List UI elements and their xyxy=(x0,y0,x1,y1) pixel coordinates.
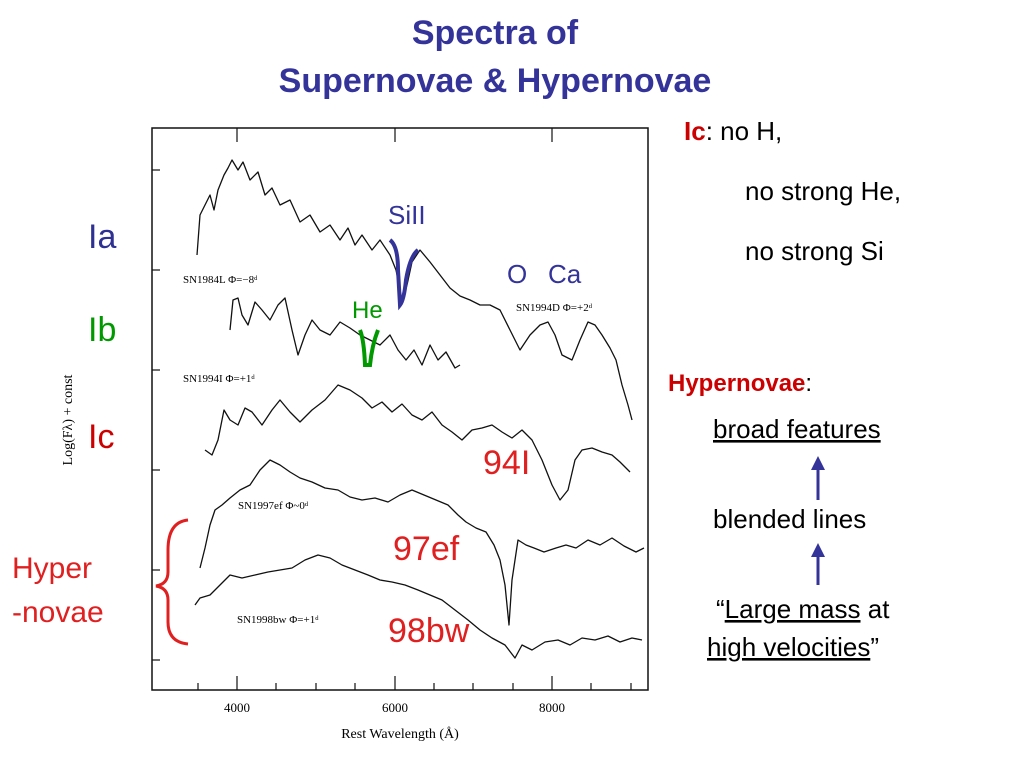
note-text: broad features xyxy=(713,414,881,444)
line-label: O xyxy=(507,259,527,289)
note: “Large mass at xyxy=(716,594,890,624)
line-label: SiII xyxy=(388,200,426,230)
spectrum-label: SN1994D Φ=+2ᵈ xyxy=(516,302,593,314)
spectrum-label: SN1994I Φ=+1ᵈ xyxy=(183,373,255,385)
note-text: blended lines xyxy=(713,504,866,534)
note: Ic: no H, xyxy=(684,116,782,146)
object-label: 98bw xyxy=(388,612,470,650)
spectrum xyxy=(194,554,643,659)
hyper-label: Hyper xyxy=(12,552,92,585)
note-text: ” xyxy=(870,632,879,662)
spectrum-label: SN1998bw Φ=+1ᵈ xyxy=(237,614,319,626)
spectrum-label: SN1997ef Φ~0ᵈ xyxy=(238,500,309,512)
note-text: no strong Si xyxy=(745,236,884,266)
ticks xyxy=(152,128,632,690)
line-marker xyxy=(388,238,420,311)
type-label: Ic xyxy=(88,418,114,456)
line-label: He xyxy=(352,297,383,324)
note-text: : no H, xyxy=(706,116,783,146)
spectrum xyxy=(199,459,645,626)
arrow-head xyxy=(811,456,825,470)
spectrum xyxy=(196,159,633,421)
note: Hypernovae: xyxy=(668,370,812,397)
note-text: at xyxy=(861,594,891,624)
note-text: no strong He, xyxy=(745,176,901,206)
x-axis-label: Rest Wavelength (Å) xyxy=(341,726,459,742)
x-tick-label: 8000 xyxy=(539,700,565,715)
brace xyxy=(155,518,189,646)
plot-frame xyxy=(151,127,649,691)
line-label: Ca xyxy=(548,259,582,289)
hyper-label: -novae xyxy=(12,596,104,629)
note-text: “ xyxy=(716,594,725,624)
title-line: Spectra of xyxy=(412,14,579,52)
note: high velocities” xyxy=(707,632,879,662)
object-label: 97ef xyxy=(393,530,460,568)
title-line: Supernovae & Hypernovae xyxy=(279,62,712,100)
type-label: Ia xyxy=(88,218,116,256)
line-marker xyxy=(358,329,380,367)
note-term: Hypernovae xyxy=(668,370,805,397)
spectrum xyxy=(229,297,461,369)
arrow-head xyxy=(811,543,825,557)
note-text: : xyxy=(805,370,812,397)
spectrum xyxy=(204,384,631,501)
y-axis-label: Log(Fλ) + const xyxy=(61,374,76,465)
object-label: 94I xyxy=(483,444,530,482)
note-text: high velocities xyxy=(707,632,870,662)
figure: SN1984L Φ=−8ᵈ SN1994I Φ=+1ᵈ SN1997ef Φ~0… xyxy=(61,127,649,742)
x-tick-label: 4000 xyxy=(224,700,250,715)
note-term: Ic xyxy=(684,116,706,146)
type-label: Ib xyxy=(88,311,116,349)
spectrum-label: SN1984L Φ=−8ᵈ xyxy=(183,274,258,286)
note-text: Large mass xyxy=(725,594,861,624)
x-tick-label: 6000 xyxy=(382,700,408,715)
